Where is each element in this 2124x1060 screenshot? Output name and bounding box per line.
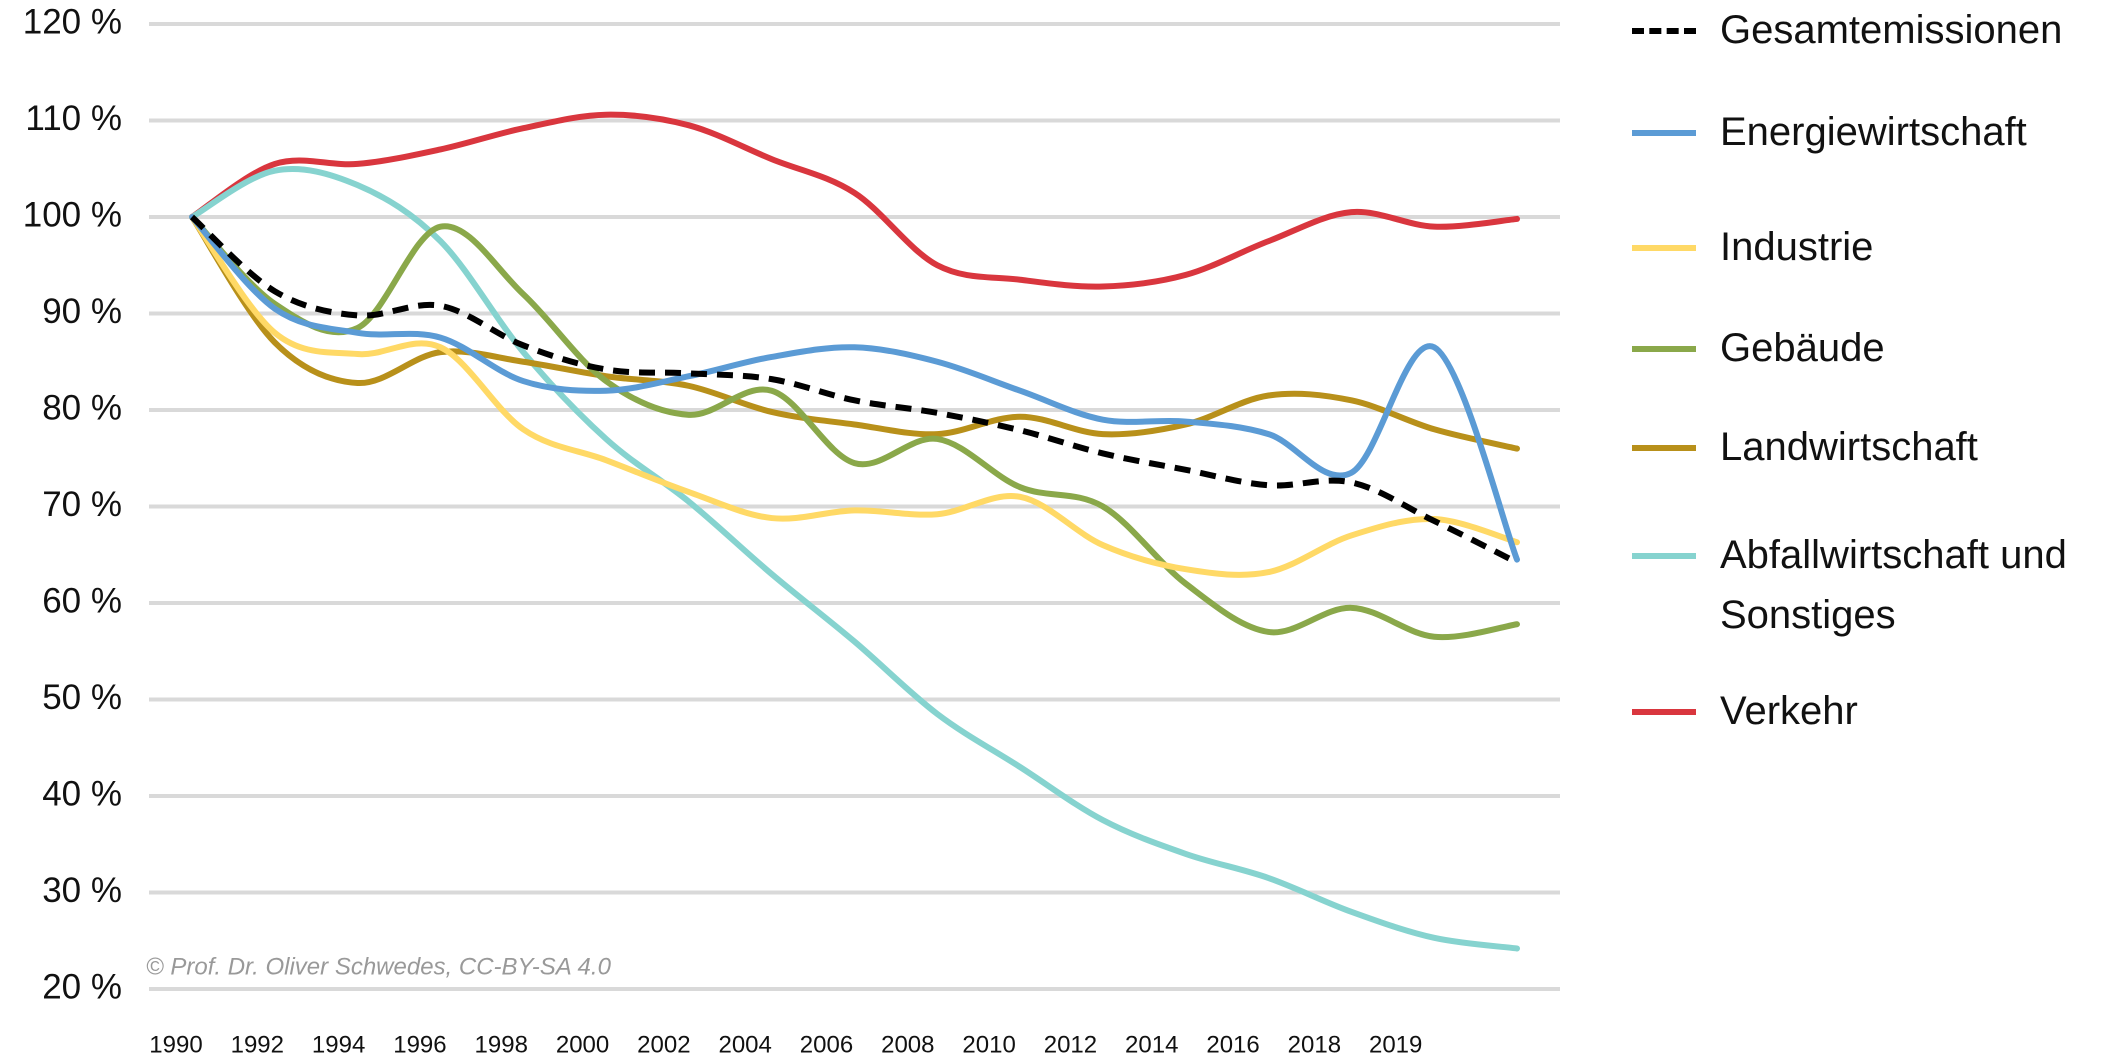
legend-label: Landwirtschaft	[1720, 425, 1978, 469]
x-tick-label: 2010	[962, 1031, 1015, 1058]
legend-label: Industrie	[1720, 225, 1874, 269]
legend-swatch	[1632, 245, 1696, 251]
x-tick-label: 2016	[1206, 1031, 1259, 1058]
legend-label: Abfallwirtschaft und Sonstiges	[1720, 533, 2067, 637]
x-tick-label: 2004	[718, 1031, 771, 1058]
y-tick-label: 50 %	[42, 678, 122, 717]
legend-label: Verkehr	[1720, 689, 1858, 733]
legend-swatch	[1632, 445, 1696, 451]
x-tick-label: 2006	[800, 1031, 853, 1058]
y-tick-label: 90 %	[42, 292, 122, 331]
x-tick-label: 2012	[1044, 1031, 1097, 1058]
y-tick-label: 110 %	[25, 99, 122, 138]
series-line	[189, 214, 1520, 641]
y-tick-label: 70 %	[42, 485, 122, 524]
x-tick-label: 2008	[881, 1031, 934, 1058]
y-tick-label: 100 %	[23, 195, 122, 234]
series-line	[189, 166, 1520, 952]
legend-swatch	[1632, 130, 1696, 136]
x-tick-label: 2000	[556, 1031, 609, 1058]
series-line	[189, 214, 1520, 563]
x-tick-label: 2014	[1125, 1031, 1178, 1058]
x-tick-label: 1998	[475, 1031, 528, 1058]
y-tick-label: 80 %	[42, 388, 122, 427]
legend-swatch	[1632, 28, 1696, 34]
legend-swatch	[1632, 553, 1696, 559]
x-tick-label: 2018	[1288, 1031, 1341, 1058]
copyright: © Prof. Dr. Oliver Schwedes, CC-BY-SA 4.…	[146, 953, 612, 980]
legend-swatch	[1632, 346, 1696, 352]
x-tick-label: 1996	[393, 1031, 446, 1058]
x-tick-label: 1992	[231, 1031, 284, 1058]
grid	[149, 22, 1560, 991]
y-tick-label: 40 %	[42, 774, 122, 813]
legend-label: Energiewirtschaft	[1720, 110, 2027, 154]
y-tick-label: 30 %	[42, 871, 122, 910]
series-line	[189, 111, 1520, 290]
legend-swatch	[1632, 709, 1696, 715]
x-tick-label: 2002	[637, 1031, 690, 1058]
legend-label: Gebäude	[1720, 326, 1885, 370]
series-line	[189, 214, 1520, 452]
y-tick-label: 60 %	[42, 581, 122, 620]
x-tick-label: 2019	[1369, 1031, 1422, 1058]
y-tick-label: 120 %	[23, 2, 122, 41]
chart: © Prof. Dr. Oliver Schwedes, CC-BY-SA 4.…	[23, 2, 1560, 1058]
legend-label: Gesamtemissionen	[1720, 8, 2063, 52]
x-tick-label: 1990	[149, 1031, 202, 1058]
legend: Gesamtemissionen Energiewirtschaft Industr…	[1632, 0, 2124, 1060]
series-line	[189, 214, 1520, 578]
x-tick-label: 1994	[312, 1031, 365, 1058]
series-line	[189, 214, 1519, 566]
y-tick-label: 20 %	[42, 967, 122, 1006]
